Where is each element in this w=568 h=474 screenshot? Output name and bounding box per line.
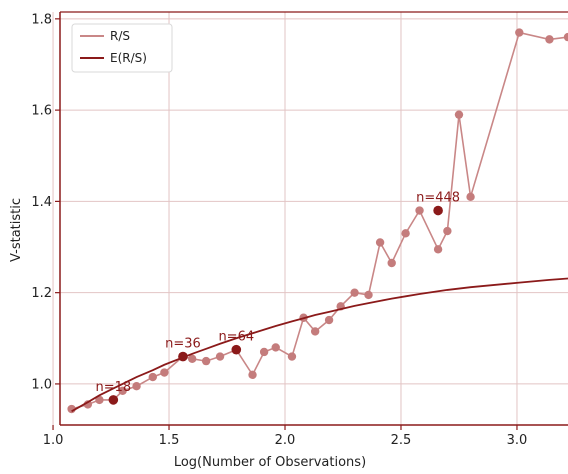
- rs-point: [454, 110, 464, 119]
- annotation-label: n=64: [218, 330, 254, 345]
- axes: [59, 11, 568, 426]
- rs-point: [118, 386, 127, 395]
- rs-point: [310, 327, 320, 336]
- rs-line: [71, 31, 568, 410]
- y-axis-title: V-statistic: [9, 198, 24, 262]
- highlight-point: [231, 344, 242, 355]
- highlight-point: [178, 351, 188, 362]
- y-tick-label: 1.2: [31, 286, 52, 301]
- annotation-label: n=448: [416, 191, 460, 206]
- legend-ers-label: E(R/S): [110, 51, 147, 65]
- rs-point: [259, 347, 269, 357]
- annotation-label: n=18: [96, 380, 132, 395]
- highlight-point: [108, 395, 119, 405]
- rs-point: [563, 32, 568, 42]
- rs-point: [433, 245, 443, 254]
- rs-point: [148, 372, 157, 382]
- rs-point: [364, 290, 373, 300]
- rs-point: [271, 343, 280, 352]
- rs-point: [132, 382, 141, 391]
- rs-point: [95, 395, 104, 405]
- rs-point: [350, 288, 359, 297]
- rs-point: [387, 258, 396, 268]
- highlight-point: [433, 205, 443, 216]
- rs-point: [375, 238, 385, 247]
- legend: R/S E(R/S): [71, 23, 173, 73]
- y-tick-label: 1.0: [31, 377, 52, 392]
- rs-point: [466, 192, 475, 202]
- series-rs: [67, 28, 568, 414]
- x-tick-label: 2.0: [275, 433, 296, 448]
- rs-point: [287, 352, 297, 361]
- grid: [52, 12, 568, 425]
- ers-line: [71, 277, 568, 413]
- rs-point: [515, 28, 524, 37]
- rs-point: [443, 226, 452, 236]
- x-tick-label: 2.5: [391, 433, 412, 448]
- rs-point: [215, 352, 225, 361]
- highlight-points: [108, 205, 443, 405]
- annotation-label: n=36: [165, 337, 201, 352]
- rs-point: [415, 206, 424, 215]
- x-tick-label: 1.5: [159, 433, 180, 448]
- annotations: n=18 n=36 n=64 n=448: [96, 191, 461, 395]
- rs-point: [160, 368, 169, 377]
- y-tick-label: 1.8: [31, 12, 52, 27]
- rs-point: [545, 35, 554, 44]
- x-tick-label: 3.0: [507, 433, 528, 448]
- legend-rs-label: R/S: [110, 29, 130, 43]
- rs-point: [188, 354, 197, 364]
- x-axis-title: Log(Number of Observations): [174, 455, 366, 470]
- x-tick-label: 1.0: [43, 433, 64, 448]
- ticks: 1.0 1.5 2.0 2.5 3.0 1.0 1.2 1.4 1.6 1.8: [31, 12, 527, 448]
- rs-point: [248, 370, 257, 380]
- rs-point: [401, 229, 410, 238]
- series-ers: [71, 277, 568, 413]
- rs-point: [201, 356, 211, 366]
- y-tick-label: 1.4: [31, 195, 52, 210]
- y-tick-label: 1.6: [31, 104, 52, 119]
- rs-point: [324, 315, 334, 325]
